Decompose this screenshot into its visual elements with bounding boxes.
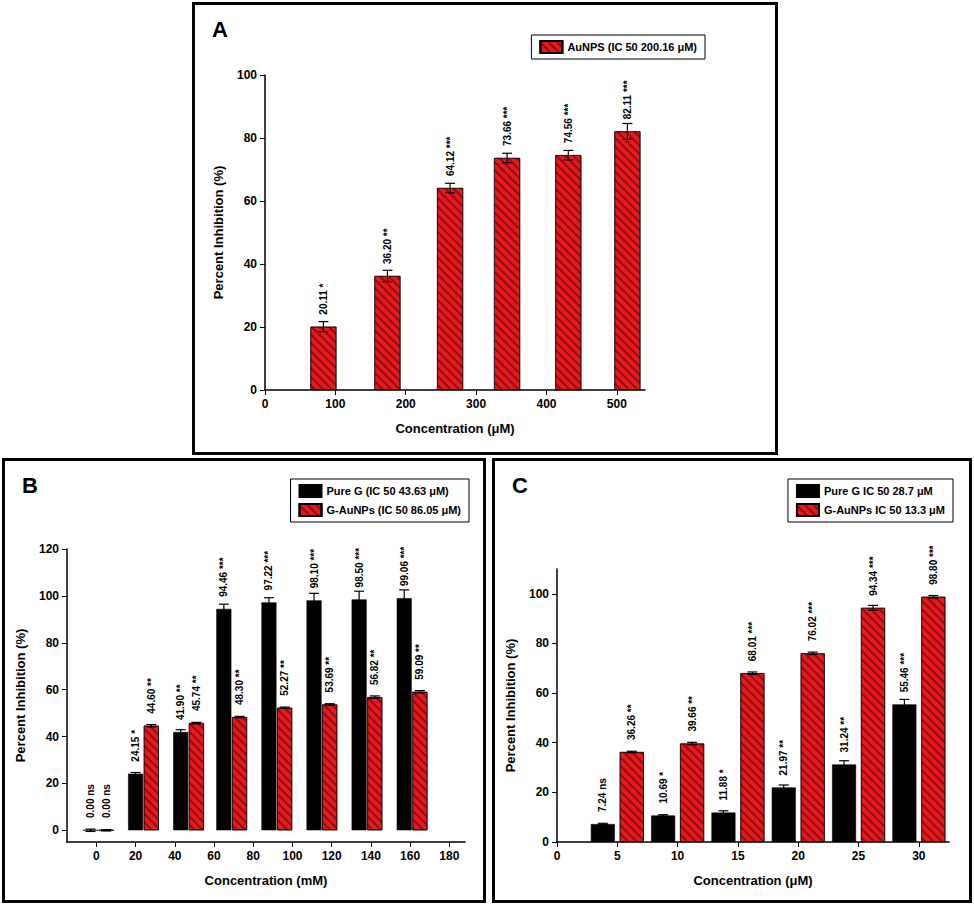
svg-text:30: 30	[912, 849, 926, 863]
svg-text:400: 400	[536, 397, 556, 411]
svg-text:36.26 **: 36.26 **	[626, 704, 637, 740]
svg-text:0.00 ns: 0.00 ns	[85, 784, 96, 818]
svg-text:40: 40	[46, 730, 60, 744]
svg-text:74.56 ***: 74.56 ***	[563, 104, 574, 144]
svg-text:0: 0	[52, 823, 59, 837]
svg-text:98.10 ***: 98.10 ***	[309, 549, 320, 589]
svg-text:40: 40	[244, 257, 258, 271]
svg-text:98.80 ***: 98.80 ***	[928, 545, 939, 585]
svg-text:56.82 **: 56.82 **	[369, 649, 380, 685]
svg-text:A: A	[212, 17, 228, 42]
svg-text:Concentration (μM): Concentration (μM)	[395, 421, 514, 436]
svg-text:0.00 ns: 0.00 ns	[101, 784, 112, 818]
svg-text:20: 20	[129, 849, 143, 863]
svg-text:Concentration (μM): Concentration (μM)	[693, 873, 812, 888]
svg-text:53.69 **: 53.69 **	[324, 657, 335, 693]
svg-text:G-AuNPs IC 50 13.3 μM: G-AuNPs IC 50 13.3 μM	[824, 504, 945, 516]
svg-text:300: 300	[466, 397, 486, 411]
svg-text:40: 40	[168, 849, 182, 863]
svg-text:0: 0	[554, 849, 561, 863]
svg-text:C: C	[512, 473, 528, 498]
svg-text:76.02 ***: 76.02 ***	[807, 602, 818, 642]
svg-text:41.90 **: 41.90 **	[175, 684, 186, 720]
svg-text:60: 60	[207, 849, 221, 863]
svg-text:52.27 **: 52.27 **	[279, 660, 290, 696]
svg-text:80: 80	[536, 636, 550, 650]
svg-text:Pure G IC 50 28.7 μM: Pure G IC 50 28.7 μM	[824, 485, 933, 497]
svg-text:59.09 **: 59.09 **	[414, 644, 425, 680]
svg-text:120: 120	[39, 542, 59, 556]
svg-text:5: 5	[614, 849, 621, 863]
svg-text:44.60 **: 44.60 **	[146, 678, 157, 714]
svg-text:25: 25	[852, 849, 866, 863]
svg-text:0: 0	[93, 849, 100, 863]
svg-text:120: 120	[322, 849, 342, 863]
svg-text:0: 0	[262, 397, 269, 411]
svg-text:0: 0	[250, 383, 257, 397]
svg-text:31.24 **: 31.24 **	[839, 717, 850, 753]
svg-text:20: 20	[46, 776, 60, 790]
svg-text:80: 80	[46, 636, 60, 650]
svg-text:Percent Inhibition (%): Percent Inhibition (%)	[13, 629, 28, 763]
svg-text:Percent Inhibition (%): Percent Inhibition (%)	[211, 166, 226, 300]
svg-text:Percent Inhibition (%): Percent Inhibition (%)	[503, 639, 518, 773]
svg-text:20: 20	[536, 785, 550, 799]
svg-text:36.20 **: 36.20 **	[382, 228, 393, 264]
svg-text:Pure G (IC 50 43.63 μM): Pure G (IC 50 43.63 μM)	[327, 485, 450, 497]
svg-text:39.66 **: 39.66 **	[687, 696, 698, 732]
svg-text:20: 20	[792, 849, 806, 863]
svg-text:100: 100	[237, 68, 257, 82]
svg-text:10: 10	[671, 849, 685, 863]
svg-text:100: 100	[325, 397, 345, 411]
svg-text:98.50 ***: 98.50 ***	[354, 548, 365, 588]
svg-text:10.69 *: 10.69 *	[658, 772, 669, 804]
svg-text:80: 80	[247, 849, 261, 863]
svg-text:45.74 **: 45.74 **	[191, 675, 202, 711]
svg-text:99.06 ***: 99.06 ***	[399, 546, 410, 586]
svg-text:24.15 *: 24.15 *	[130, 730, 141, 762]
svg-text:200: 200	[396, 397, 416, 411]
svg-text:160: 160	[400, 849, 420, 863]
svg-text:48.30 **: 48.30 **	[234, 669, 245, 705]
svg-text:21.97 **: 21.97 **	[778, 740, 789, 776]
svg-text:60: 60	[536, 686, 550, 700]
svg-text:0: 0	[542, 835, 549, 849]
svg-text:60: 60	[244, 194, 258, 208]
svg-text:G-AuNPs (IC 50 86.05 μM): G-AuNPs (IC 50 86.05 μM)	[327, 504, 462, 516]
svg-text:94.34 ***: 94.34 ***	[868, 556, 879, 596]
svg-text:180: 180	[439, 849, 459, 863]
svg-text:100: 100	[529, 587, 549, 601]
svg-text:500: 500	[607, 397, 627, 411]
svg-text:7.24 ns: 7.24 ns	[597, 778, 608, 812]
svg-text:20: 20	[244, 320, 258, 334]
svg-text:68.01 ***: 68.01 ***	[747, 622, 758, 662]
svg-text:15: 15	[731, 849, 745, 863]
svg-text:100: 100	[39, 589, 59, 603]
svg-text:82.11 ***: 82.11 ***	[622, 80, 633, 119]
svg-text:100: 100	[282, 849, 302, 863]
svg-text:97.22 ***: 97.22 ***	[263, 551, 274, 591]
svg-text:AuNPS (IC 50 200.16 μM): AuNPS (IC 50 200.16 μM)	[567, 41, 697, 53]
svg-text:94.46 ***: 94.46 ***	[218, 557, 229, 597]
svg-text:55.46 ***: 55.46 ***	[899, 653, 910, 693]
svg-text:64.12 ***: 64.12 ***	[445, 136, 456, 176]
svg-text:80: 80	[244, 131, 258, 145]
svg-text:20.11 *: 20.11 *	[318, 283, 329, 314]
svg-text:60: 60	[46, 683, 60, 697]
svg-text:140: 140	[361, 849, 381, 863]
svg-text:11.88 *: 11.88 *	[718, 769, 729, 800]
svg-text:73.66 ***: 73.66 ***	[502, 106, 513, 146]
svg-text:40: 40	[536, 736, 550, 750]
svg-text:Concentration (mM): Concentration (mM)	[205, 873, 328, 888]
svg-text:B: B	[22, 473, 38, 498]
